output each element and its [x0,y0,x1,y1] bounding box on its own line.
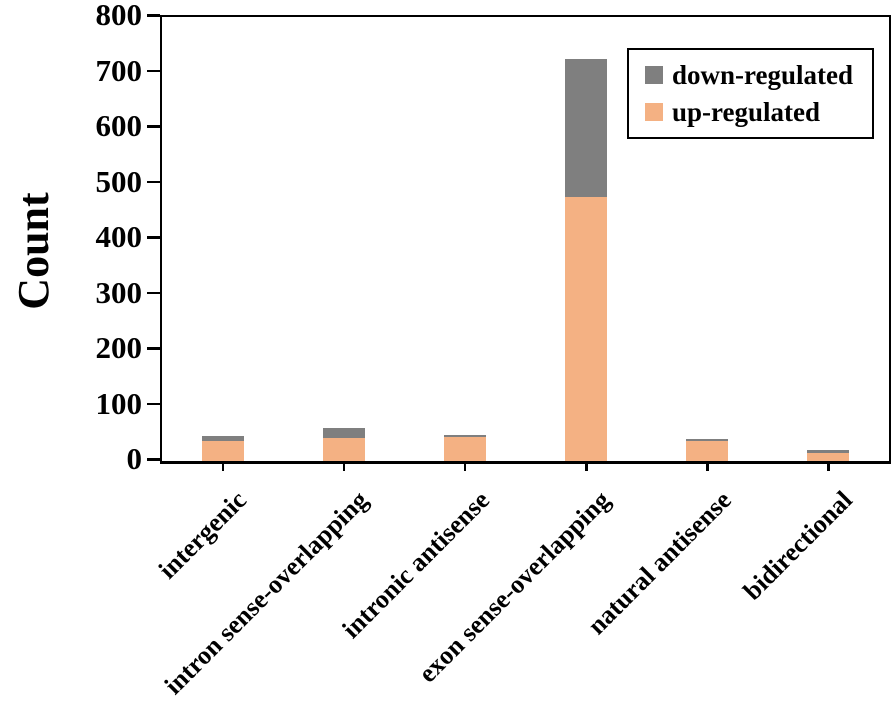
x-tick-mark [827,462,830,471]
legend-item-up-regulated: up-regulated [645,96,872,127]
y-tick-mark [147,69,160,72]
y-tick-label: 400 [95,219,143,254]
y-tick-mark [147,402,160,405]
bar-segment-down-regulated [443,434,486,438]
bar-segment-up-regulated [443,437,486,461]
y-tick-mark [147,236,160,239]
y-tick-mark [147,125,160,128]
bar-segment-up-regulated [201,441,244,461]
y-tick-label: 800 [95,0,143,32]
bar-segment-up-regulated [322,437,365,461]
x-category-label: bidirectional [737,485,859,606]
bar-segment-up-regulated [686,441,729,461]
x-tick-mark [463,462,467,471]
y-tick-label: 500 [95,163,143,199]
y-tick-label: 200 [95,330,143,365]
x-category-label: intergenic [153,485,253,585]
up-regulated-swatch-icon [645,103,663,121]
x-tick-mark [221,462,225,471]
x-tick-mark [342,462,346,471]
y-tick-label: 300 [95,274,143,310]
legend-label: up-regulated [672,96,821,127]
bar-segment-up-regulated [807,452,850,461]
bar-segment-up-regulated [565,197,608,461]
y-tick-label: 0 [126,441,143,476]
y-tick-label: 600 [95,108,143,143]
down-regulated-swatch-icon [645,66,663,84]
legend-label: down-regulated [672,59,854,90]
x-tick-mark [706,462,709,471]
y-tick-label: 100 [95,385,143,421]
y-tick-mark [147,180,160,183]
y-tick-mark [147,347,160,350]
x-category-label: intron sense-overlapping [158,485,374,701]
bar-segment-down-regulated [201,436,244,441]
y-tick-mark [147,14,160,17]
bar-segment-down-regulated [807,449,850,453]
bar-segment-down-regulated [686,438,729,442]
legend-item-down-regulated: down-regulated [645,59,872,90]
bar-segment-down-regulated [322,427,365,438]
y-tick-label: 700 [95,52,143,88]
x-tick-mark [585,462,588,471]
bar-segment-down-regulated [565,58,608,198]
y-tick-mark [147,458,160,461]
y-tick-mark [147,291,160,294]
legend: down-regulated up-regulated [627,48,874,139]
